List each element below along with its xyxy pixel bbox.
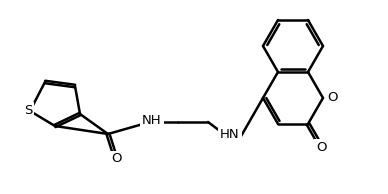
Text: O: O (327, 91, 337, 104)
Text: HN: HN (220, 127, 240, 140)
Text: S: S (24, 104, 32, 117)
Text: O: O (316, 141, 327, 154)
Text: NH: NH (142, 113, 162, 126)
Text: O: O (111, 152, 121, 165)
